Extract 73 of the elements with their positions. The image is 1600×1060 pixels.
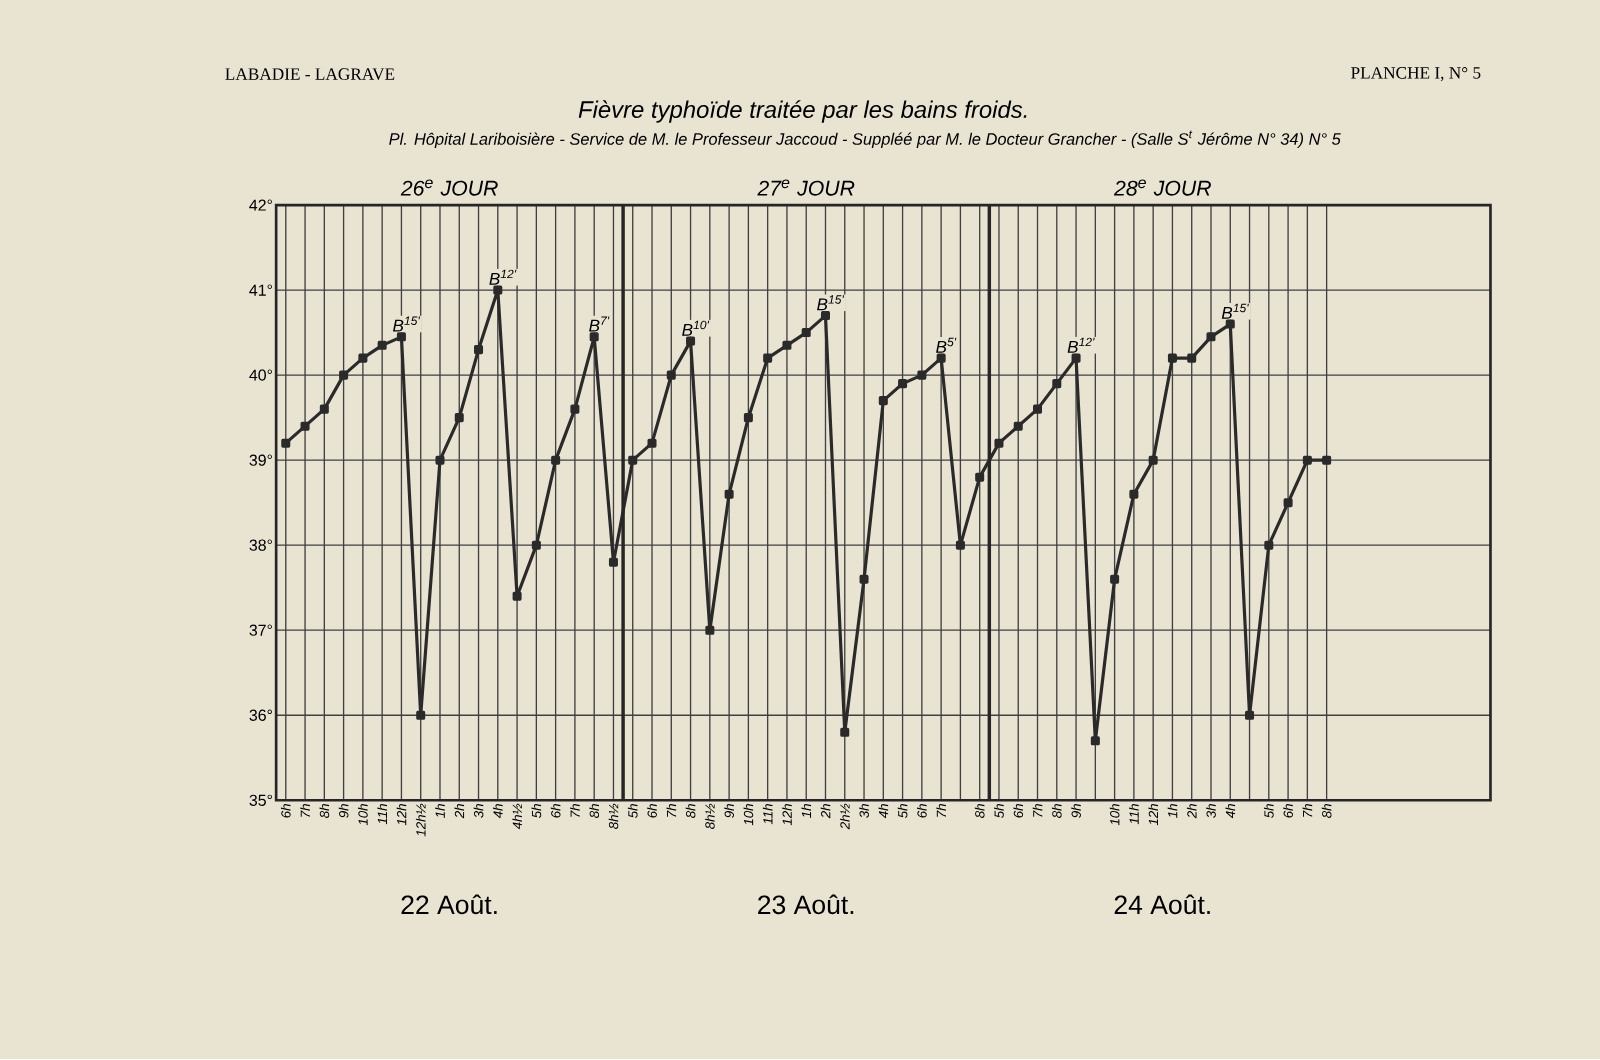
point [608, 558, 618, 568]
point [1245, 711, 1255, 721]
point [1167, 354, 1177, 364]
point [435, 456, 445, 466]
text: 22 Août. [401, 895, 497, 915]
point [589, 332, 599, 342]
point [1206, 332, 1216, 342]
point [512, 592, 522, 602]
point [840, 728, 850, 738]
text: 23 Août. [758, 895, 854, 915]
point [1264, 541, 1274, 551]
text: 28$^{e}$ JOUR [1113, 179, 1211, 197]
point [1225, 320, 1235, 330]
point [551, 456, 561, 466]
point [801, 328, 811, 338]
annotation: B$^{7'}$ [589, 317, 610, 333]
point [1302, 456, 1312, 466]
point [743, 413, 753, 423]
point [493, 286, 503, 296]
point [1032, 405, 1043, 415]
point [377, 341, 387, 351]
point [724, 490, 734, 500]
point [820, 311, 830, 321]
point [281, 439, 291, 449]
annotation: B$^{15'}$ [392, 317, 421, 333]
text: 27$^{e}$ JOUR [757, 179, 855, 197]
point [763, 354, 773, 364]
annotation: B$^{12'}$ [489, 270, 517, 286]
point [358, 354, 368, 364]
point [454, 413, 464, 423]
point [1129, 490, 1139, 500]
point [416, 711, 426, 721]
text: PLANCHE I, N° 5 [1351, 67, 1481, 82]
point [705, 626, 715, 636]
text: LABADIE - LAGRAVE [225, 68, 395, 81]
point [300, 422, 310, 432]
point [994, 439, 1004, 449]
point [686, 337, 696, 347]
point [531, 541, 541, 551]
point [1052, 379, 1062, 389]
point [1322, 456, 1332, 466]
point [1090, 736, 1100, 746]
chart-title: Fièvre typhoïde traitée par les bains froids. [578, 100, 1027, 124]
point [1110, 575, 1120, 585]
point [878, 396, 888, 406]
point [647, 439, 657, 449]
text: 24 Août. [1114, 895, 1210, 915]
point [666, 371, 676, 381]
point [955, 541, 965, 551]
annotation: B$^{15'}$ [1221, 304, 1249, 320]
annotation: B$^{5'}$ [936, 338, 957, 354]
point [319, 405, 329, 415]
annotation: B$^{15'}$ [817, 295, 845, 311]
point [1013, 422, 1023, 432]
text: 26$^{e}$ JOUR [400, 179, 498, 197]
point [1283, 498, 1293, 508]
point [1148, 456, 1158, 466]
annotation: B$^{10'}$ [682, 321, 710, 337]
point [474, 345, 484, 355]
point [570, 405, 580, 415]
point [339, 371, 349, 381]
point [396, 332, 406, 342]
chart-subtitle: Pl. Hôpital Lariboisière - Service de M. le Professeur Jaccoud - Suppléé par M. le Docteur Grancher - (Salle S$^{t}$ Jérôme N° 34) N° 5 [389, 131, 1341, 149]
point [1071, 354, 1081, 364]
point [898, 379, 908, 389]
point [859, 575, 869, 585]
point [936, 354, 946, 364]
point [1187, 354, 1197, 364]
point [917, 371, 927, 381]
point [975, 473, 985, 483]
point [628, 456, 638, 466]
annotation: B$^{12'}$ [1067, 338, 1095, 354]
point [782, 341, 792, 351]
